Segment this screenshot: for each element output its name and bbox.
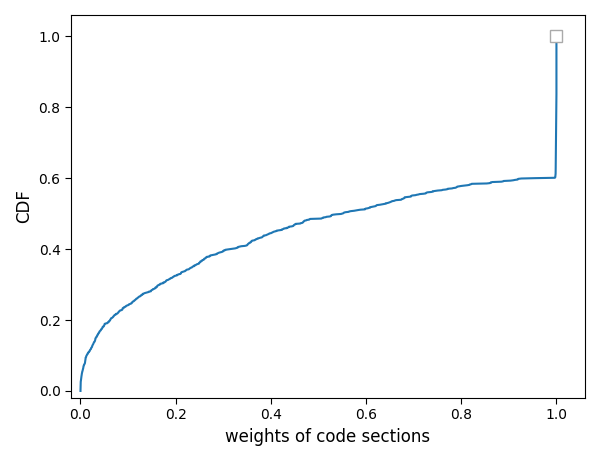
Y-axis label: CDF: CDF xyxy=(15,189,33,224)
X-axis label: weights of code sections: weights of code sections xyxy=(226,428,431,446)
